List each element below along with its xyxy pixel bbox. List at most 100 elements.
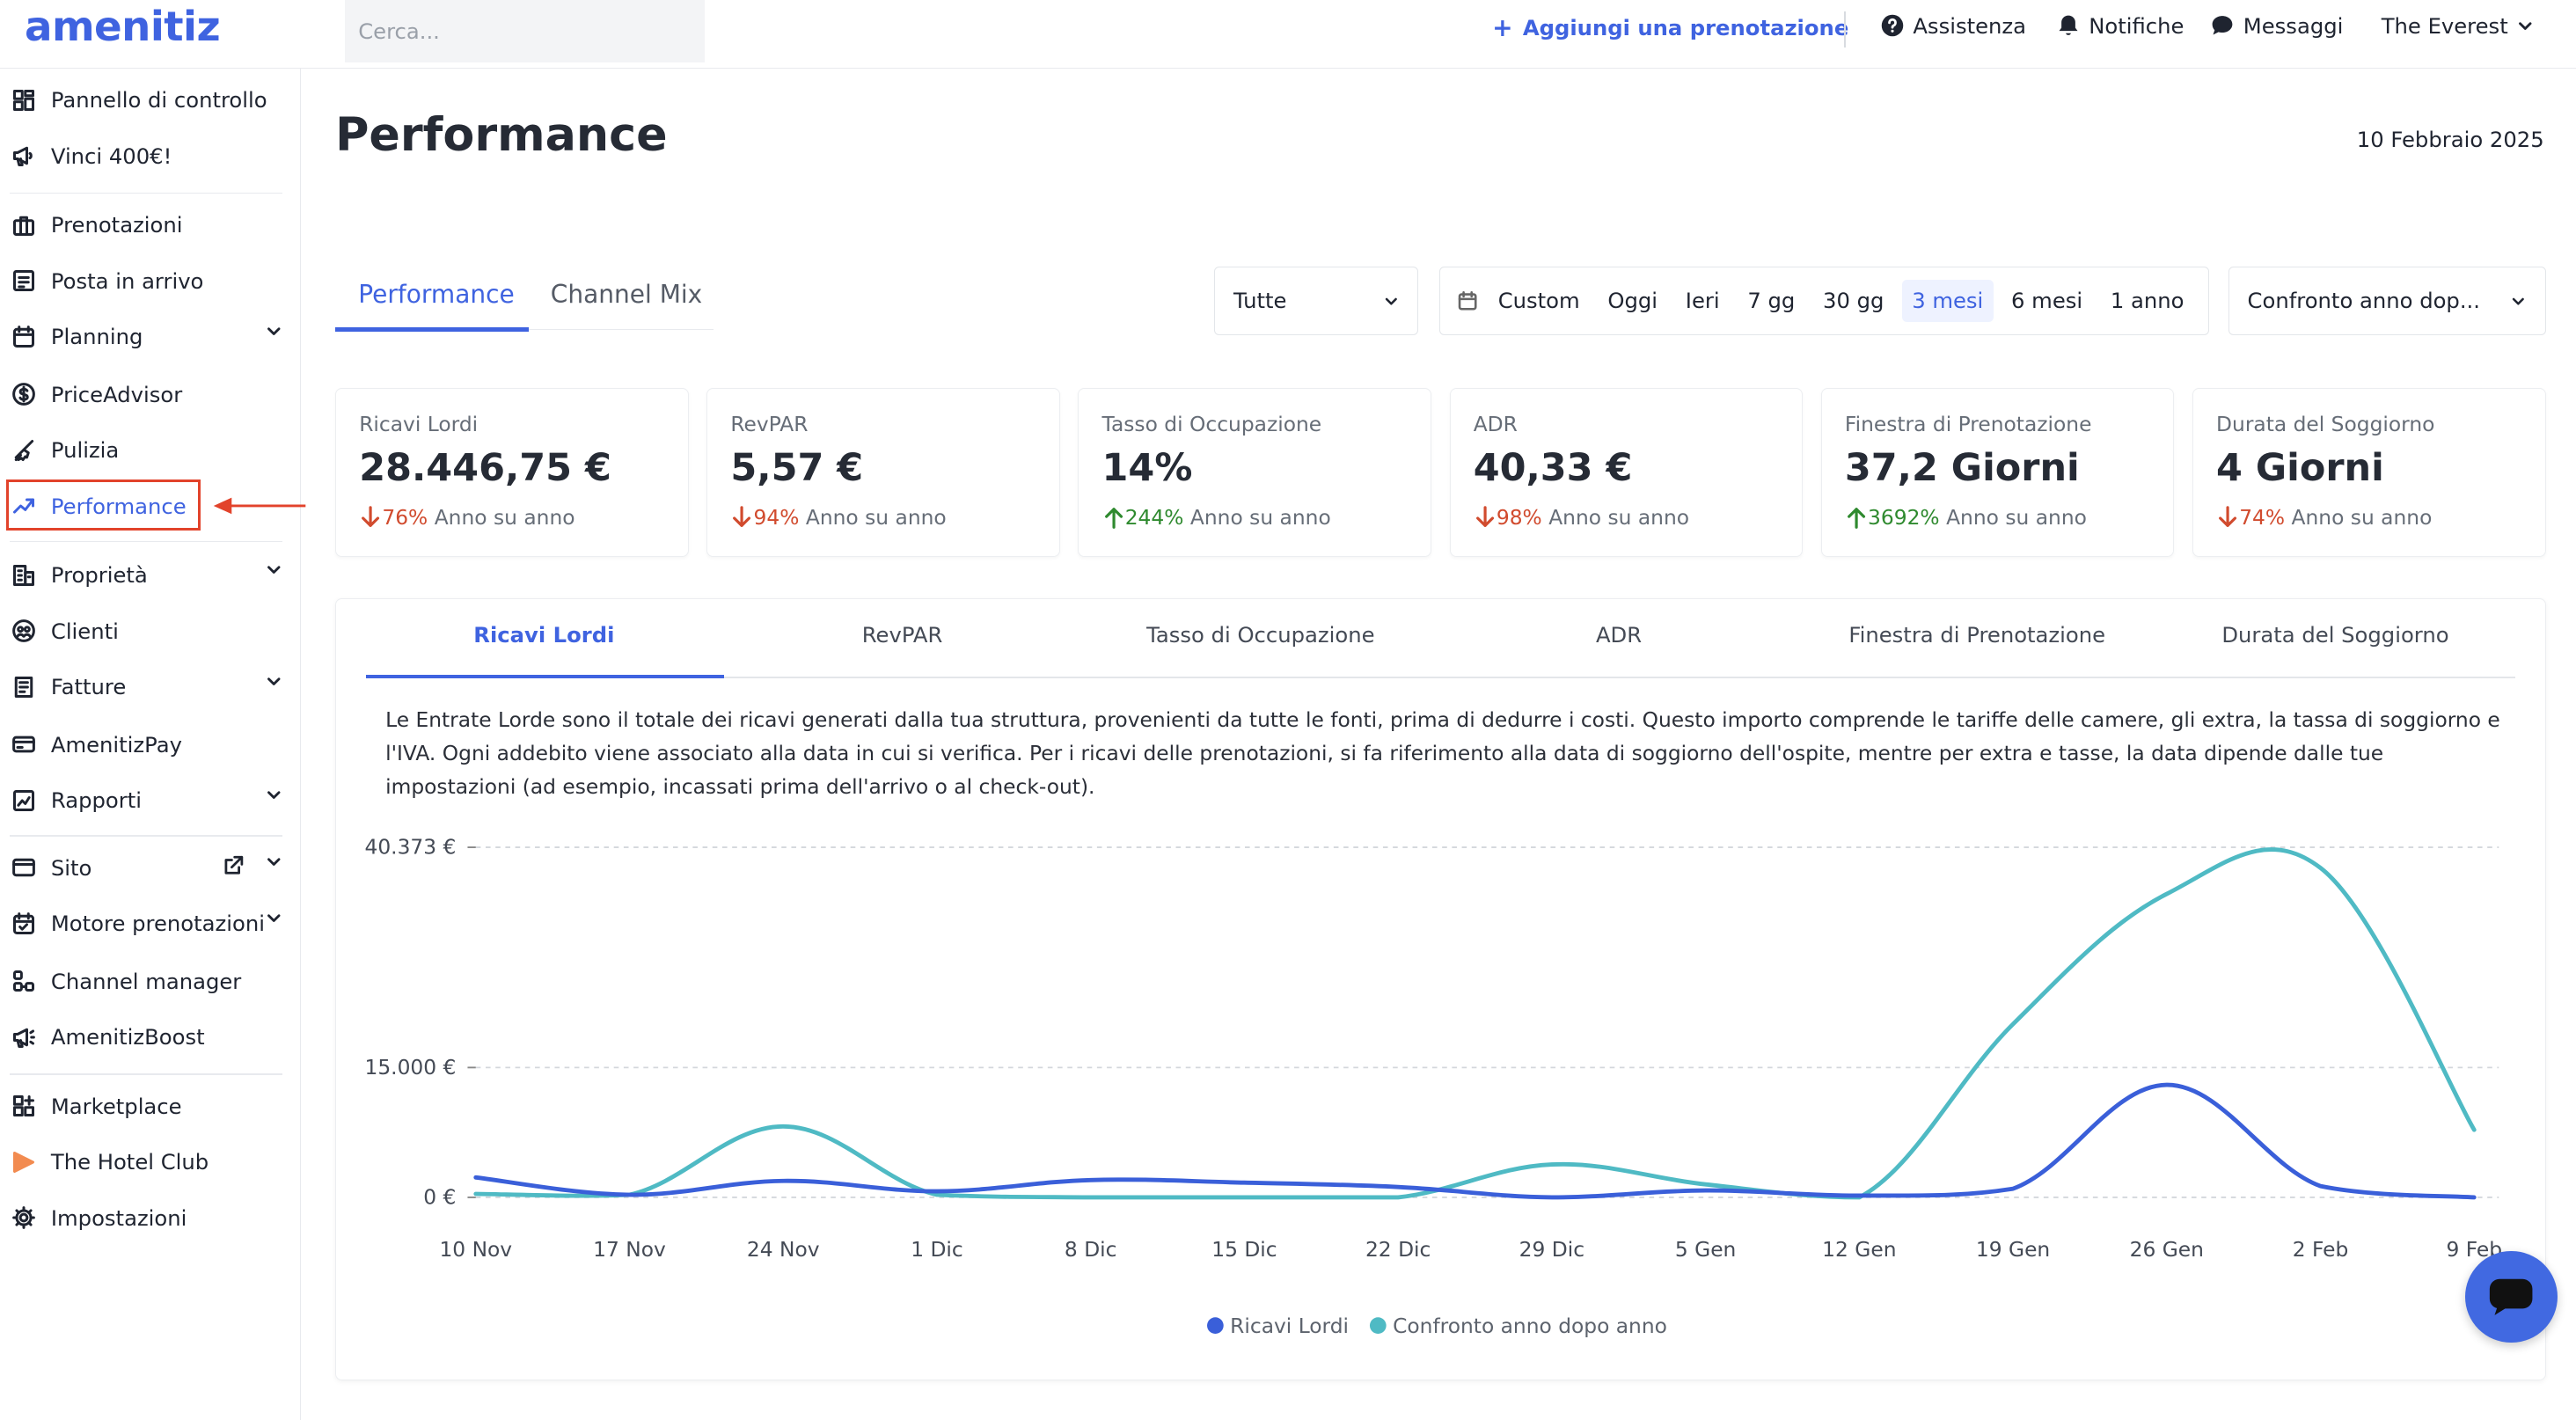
sidebar-item-label: PriceAdvisor — [50, 381, 183, 407]
sidebar-item-label: Planning — [50, 324, 143, 350]
sidebar-item-pulizia[interactable]: Pulizia — [11, 434, 119, 466]
kpi-delta-value: 76% — [382, 505, 428, 531]
sidebar-item-planning[interactable]: Planning — [11, 320, 281, 353]
dashboard-icon — [13, 89, 35, 111]
kpi-value: 5,57 € — [730, 446, 864, 491]
sidebar-item-amenitizboost[interactable]: AmenitizBoost — [11, 1021, 205, 1053]
chart-tab-tasso-di-occupazione[interactable]: Tasso di Occupazione — [1146, 622, 1375, 648]
property-dropdown[interactable]: The Everest — [2382, 13, 2535, 39]
chart-tab-durata-del-soggiorno[interactable]: Durata del Soggiorno — [2221, 622, 2449, 648]
sidebar-item-label: Pannello di controllo — [50, 87, 267, 113]
range-option-3-mesi[interactable]: 3 mesi — [1901, 279, 1994, 323]
arrow-down-icon — [1475, 506, 1494, 528]
range-option-ieri[interactable]: Ieri — [1685, 288, 1720, 314]
x-tick-label: 15 Dic — [1211, 1237, 1277, 1262]
series-line-ricavi-lordi[interactable] — [473, 1082, 2477, 1200]
boost-icon — [13, 1028, 35, 1048]
messages-label: Messaggi — [2243, 12, 2344, 39]
range-option-1-anno[interactable]: 1 anno — [2110, 288, 2184, 314]
kpi-value: 14% — [1101, 446, 1193, 491]
range-option-30-gg[interactable]: 30 gg — [1823, 288, 1884, 314]
sidebar-item-label: Fatture — [50, 674, 127, 700]
sidebar-item-performance[interactable]: Performance — [11, 490, 187, 523]
x-tick-label: 29 Dic — [1519, 1237, 1584, 1262]
notifications-button[interactable]: Notifiche — [2056, 13, 2184, 39]
range-option-oggi[interactable]: Oggi — [1607, 288, 1658, 314]
help-label: Assistenza — [1913, 12, 2027, 39]
kpi-delta: 94% Anno su anno — [730, 505, 947, 531]
sidebar-item-prenotazioni[interactable]: Prenotazioni — [11, 209, 183, 241]
sidebar-item-the-hotel-club[interactable]: The Hotel Club — [11, 1146, 209, 1178]
sidebar-divider — [10, 192, 283, 194]
kpi-card[interactable]: RevPAR 5,57 € 94% Anno su anno — [706, 387, 1060, 558]
chart-tabs-baseline — [365, 676, 2516, 678]
page-title: Performance — [335, 108, 668, 163]
range-option-custom[interactable]: Custom — [1497, 288, 1580, 314]
chart-tab-adr[interactable]: ADR — [1595, 622, 1643, 648]
sidebar-item-label: Marketplace — [50, 1093, 182, 1119]
sidebar-item-label: Posta in arrivo — [50, 267, 204, 294]
sidebar-divider — [10, 1072, 283, 1075]
calendar-icon — [1458, 290, 1477, 311]
logo[interactable]: amenitiz — [25, 3, 221, 51]
kpi-card[interactable]: Tasso di Occupazione 14% 244% Anno su an… — [1078, 387, 1432, 558]
sidebar-item-fatture[interactable]: Fatture — [11, 670, 281, 703]
filter-select[interactable]: Tutte — [1214, 266, 1419, 336]
legend-label[interactable]: Confronto anno dopo anno — [1393, 1314, 1667, 1338]
x-tick-label: 12 Gen — [1822, 1237, 1896, 1262]
building-icon — [13, 564, 35, 586]
sidebar-item-impostazioni[interactable]: Impostazioni — [11, 1202, 187, 1234]
header-divider — [1843, 11, 1846, 48]
tab-performance[interactable]: Performance — [358, 279, 515, 309]
kpi-card[interactable]: Durata del Soggiorno 4 Giorni 74% Anno s… — [2192, 387, 2546, 558]
kpi-delta: 244% Anno su anno — [1102, 505, 1331, 530]
highlight-box — [6, 479, 201, 531]
tab-channel-mix[interactable]: Channel Mix — [550, 279, 703, 309]
sidebar-item-vinci-400[interactable]: Vinci 400€! — [11, 140, 172, 172]
kpi-delta-value: 3692% — [1868, 505, 1940, 531]
sidebar-item-marketplace[interactable]: Marketplace — [11, 1089, 182, 1122]
kpi-card[interactable]: ADR 40,33 € 98% Anno su anno — [1449, 387, 1804, 558]
sidebar-item-label: The Hotel Club — [50, 1149, 209, 1175]
window-icon — [12, 859, 35, 877]
add-booking-button[interactable]: + Aggiungi una prenotazione — [1492, 13, 1848, 42]
external-link-icon — [224, 856, 244, 875]
sidebar-item-propriet[interactable]: Proprietà — [11, 559, 281, 591]
chevron-down-icon — [2519, 22, 2532, 31]
sidebar-item-rapporti[interactable]: Rapporti — [11, 784, 281, 816]
chart-tab-revpar[interactable]: RevPAR — [861, 622, 943, 648]
sidebar-item-sito[interactable]: Sito — [11, 852, 281, 884]
kpi-card[interactable]: Ricavi Lordi 28.446,75 € 76% Anno su ann… — [335, 387, 689, 558]
sidebar-item-pannello-di-controllo[interactable]: Pannello di controllo — [11, 84, 267, 116]
booking-engine-icon — [13, 911, 35, 934]
messages-button[interactable]: Messaggi — [2210, 13, 2343, 39]
x-tick-label: 22 Dic — [1365, 1237, 1431, 1262]
search-input[interactable] — [345, 0, 706, 62]
sidebar-item-amenitizpay[interactable]: AmenitizPay — [11, 728, 182, 761]
series-line-confronto[interactable] — [473, 847, 2477, 1200]
x-tick-label: 26 Gen — [2130, 1237, 2204, 1262]
kpi-delta-suffix: Anno su anno — [805, 505, 947, 531]
sidebar-item-clienti[interactable]: Clienti — [11, 615, 119, 648]
kpi-delta-suffix: Anno su anno — [1548, 505, 1690, 531]
broom-icon — [14, 439, 34, 461]
sidebar-item-channel-manager[interactable]: Channel manager — [11, 965, 241, 998]
sidebar-item-posta-in-arrivo[interactable]: Posta in arrivo — [11, 265, 203, 297]
kpi-card[interactable]: Finestra di Prenotazione 37,2 Giorni 369… — [1820, 387, 2175, 558]
sidebar-item-motore-prenotazioni[interactable]: Motore prenotazioni — [11, 907, 281, 940]
compare-select[interactable]: Confronto anno dop... — [2228, 266, 2546, 336]
sidebar-item-priceadvisor[interactable]: PriceAdvisor — [11, 378, 182, 411]
range-option-6-mesi[interactable]: 6 mesi — [2011, 288, 2083, 314]
kpi-delta-suffix: Anno su anno — [2291, 505, 2433, 531]
line-chart: 40.373 € 15.000 € 0 € 10 Nov 17 Nov 24 Nov 1 D… — [365, 834, 2503, 1338]
chart-card: Ricavi Lordi RevPAR Tasso di Occupazione AD… — [335, 597, 2546, 1381]
range-option-7-gg[interactable]: 7 gg — [1747, 288, 1796, 314]
chat-widget-button[interactable] — [2465, 1250, 2558, 1343]
kpi-value: 37,2 Giorni — [1844, 446, 2080, 491]
legend-swatch — [1207, 1317, 1224, 1334]
property-label: The Everest — [2381, 12, 2508, 39]
help-button[interactable]: Assistenza — [1880, 13, 2026, 39]
chart-tab-finestra-di-prenotazione[interactable]: Finestra di Prenotazione — [1848, 622, 2106, 648]
chart-tab-ricavi-lordi[interactable]: Ricavi Lordi — [473, 622, 615, 648]
legend-label[interactable]: Ricavi Lordi — [1230, 1314, 1349, 1338]
